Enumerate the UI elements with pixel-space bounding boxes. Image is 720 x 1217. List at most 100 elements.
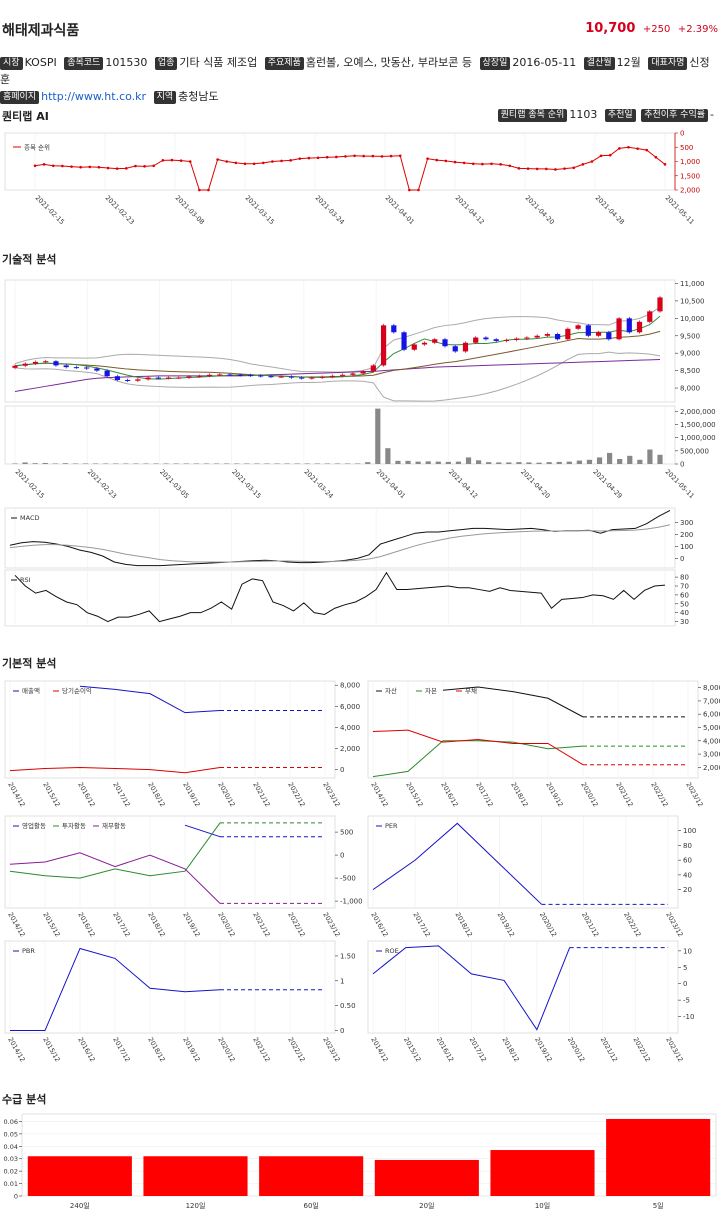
- rsi-frame: [4, 569, 676, 627]
- rank-point: [371, 154, 375, 158]
- rsi-tick-label: 30: [680, 618, 689, 626]
- volume-x-tick-label: 2021-04-12: [447, 468, 479, 500]
- f4-tick-label: 80: [683, 842, 692, 850]
- rank-point: [261, 161, 265, 165]
- rank-point: [353, 154, 356, 158]
- rank-point: [335, 155, 338, 159]
- rank-point: [490, 162, 493, 166]
- candle-body: [268, 376, 274, 378]
- volume-bar: [52, 463, 58, 464]
- f1-tick-label: 0: [340, 766, 344, 774]
- f2-series-0: [442, 686, 584, 718]
- volume-bar: [385, 448, 391, 464]
- candle-body: [493, 339, 499, 341]
- homepage-link[interactable]: http://www.ht.co.kr: [41, 90, 147, 103]
- f6-tick-label: 0: [683, 980, 687, 988]
- rank-point: [526, 167, 530, 170]
- listing-value: 2016-05-11: [512, 56, 577, 69]
- rank-point: [271, 160, 274, 163]
- supply-bar: [374, 1159, 479, 1196]
- f2-x-tick-label: 2021/12: [614, 781, 634, 808]
- price-change: +250: [642, 24, 671, 35]
- volume-bar: [506, 462, 512, 464]
- f4-x-tick-label: 2018/12: [454, 911, 474, 938]
- candle-body: [360, 371, 366, 374]
- rank-point: [380, 155, 384, 158]
- volume-bar: [183, 463, 189, 464]
- volume-bar: [637, 459, 643, 464]
- macd-tick-label: 0: [680, 555, 684, 563]
- rank-point: [125, 167, 128, 170]
- f2-series-2: [372, 729, 584, 766]
- candle-body: [12, 365, 18, 368]
- f4-tick-label: 40: [683, 871, 692, 879]
- rank-point: [608, 153, 612, 157]
- rank-tick-label: 2,000: [680, 187, 700, 195]
- volume-bar: [213, 463, 220, 464]
- supply-tick-label: 0.05: [4, 1130, 18, 1138]
- f1-x-tick-label: 2021/12: [251, 781, 271, 808]
- candle-body: [524, 337, 530, 339]
- f2-x-tick-label: 2019/12: [544, 781, 564, 808]
- rank-x-tick-label: 2021-04-01: [384, 194, 416, 226]
- volume-x-tick-label: 2021-02-15: [14, 468, 46, 500]
- rank-point: [179, 159, 183, 162]
- f2-x-tick-label: 2018/12: [509, 781, 529, 808]
- candle-body: [227, 374, 233, 376]
- candle-body: [462, 342, 469, 352]
- macd-line-1: [9, 524, 671, 563]
- rank-point: [581, 163, 585, 166]
- f3-x-tick-label: 2022/12: [286, 911, 306, 938]
- candle-body: [432, 339, 438, 343]
- f3-x-tick-label: 2015/12: [41, 911, 61, 938]
- f3-series-2: [9, 852, 221, 904]
- f6-x-tick-label: 2021/12: [599, 1036, 619, 1063]
- candle-body: [421, 342, 428, 345]
- supply-bar: [143, 1156, 248, 1196]
- rank-point: [535, 167, 539, 171]
- rank-point: [51, 164, 55, 168]
- homepage-badge: 홈페이지: [0, 91, 40, 104]
- f5-tick-label: 0.50: [340, 1002, 356, 1010]
- f2-tick-label: 2,000: [703, 764, 720, 772]
- rank-point: [170, 158, 174, 162]
- rank-point: [344, 155, 347, 158]
- volume-bar: [395, 460, 401, 464]
- rank-tick-label: 500: [680, 144, 693, 152]
- rank-legend-label: 종목 순위: [24, 144, 50, 152]
- rank-point: [663, 163, 667, 166]
- f3-x-tick-label: 2017/12: [111, 911, 131, 938]
- rec-date-badge: 추천일: [604, 109, 636, 122]
- volume-bar: [93, 463, 99, 464]
- candle-body: [391, 325, 397, 333]
- candle-body: [657, 297, 663, 312]
- f4-tick-label: 100: [683, 827, 696, 835]
- volume-bar: [143, 463, 149, 464]
- candle-body: [606, 332, 612, 340]
- f5-frame: [4, 940, 336, 1034]
- volume-bar: [607, 452, 613, 464]
- f3-x-tick-label: 2016/12: [76, 911, 96, 938]
- candle-body: [309, 377, 315, 379]
- rank-x-tick-label: 2021-04-28: [594, 194, 626, 226]
- volume-bar: [123, 463, 129, 464]
- f1-x-tick-label: 2023/12: [321, 781, 341, 808]
- f1-x-tick-label: 2015/12: [41, 781, 61, 808]
- volume-bar: [12, 463, 18, 464]
- candle-body: [595, 332, 602, 336]
- f2-frame: [367, 680, 699, 779]
- candle-body: [73, 367, 80, 369]
- candle-body: [299, 377, 305, 379]
- f2-x-tick-label: 2016/12: [439, 781, 459, 808]
- f4-x-tick-label: 2020/12: [538, 911, 558, 938]
- supply-bar: [606, 1118, 711, 1196]
- f2-legend-label: 자본: [425, 686, 437, 695]
- candle-body: [370, 365, 376, 372]
- f4-x-tick-label: 2016/12: [369, 911, 389, 938]
- candle-body: [288, 376, 295, 378]
- rank-point: [618, 147, 621, 150]
- candle-body: [503, 339, 510, 341]
- rank-point: [88, 165, 92, 169]
